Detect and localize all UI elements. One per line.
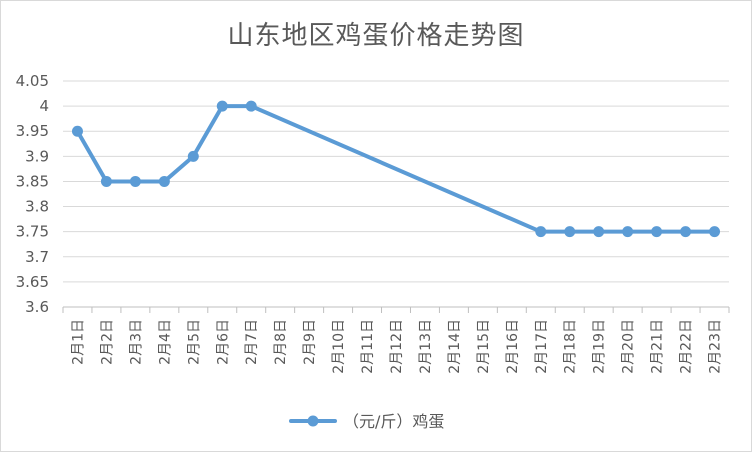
x-tick-label: 2月22日 xyxy=(679,319,695,374)
y-tick-label: 3.7 xyxy=(25,248,49,266)
x-tick-label: 2月11日 xyxy=(360,319,376,374)
data-point xyxy=(651,226,663,238)
x-tick-label: 2月20日 xyxy=(621,319,637,374)
x-tick-label: 2月18日 xyxy=(563,319,579,374)
chart-title: 山东地区鸡蛋价格走势图 xyxy=(227,21,525,51)
data-point xyxy=(71,125,83,137)
legend-marker xyxy=(307,415,319,427)
data-point xyxy=(680,226,692,238)
x-tick-label: 2月15日 xyxy=(476,319,492,374)
x-tick-label: 2月19日 xyxy=(592,319,608,374)
data-point xyxy=(709,226,721,238)
y-tick-label: 3.6 xyxy=(25,298,49,316)
legend-label: （元/斤）鸡蛋 xyxy=(343,412,444,431)
data-point xyxy=(593,226,605,238)
x-tick-label: 2月7日 xyxy=(244,319,260,365)
x-tick-label: 2月6日 xyxy=(215,319,231,365)
data-point xyxy=(245,100,257,112)
x-tick-label: 2月13日 xyxy=(418,319,434,374)
series-line xyxy=(75,104,717,234)
x-tick-label: 2月14日 xyxy=(447,319,463,374)
data-point xyxy=(622,226,634,238)
x-tick-label: 2月4日 xyxy=(157,319,173,365)
y-tick-label: 3.8 xyxy=(25,198,49,216)
data-point xyxy=(535,226,547,238)
data-point xyxy=(129,175,141,187)
data-point xyxy=(100,175,112,187)
data-point xyxy=(187,150,199,162)
x-tick-label: 2月1日 xyxy=(70,319,86,365)
y-tick-label: 3.85 xyxy=(16,172,49,190)
y-tick-label: 4.05 xyxy=(16,72,49,90)
x-tick-label: 2月5日 xyxy=(186,319,202,365)
x-tick-label: 2月10日 xyxy=(331,319,347,374)
data-point xyxy=(158,175,170,187)
x-tick-label: 2月9日 xyxy=(302,319,318,365)
data-point xyxy=(216,100,228,112)
y-tick-label: 4 xyxy=(39,97,49,115)
x-tick-label: 2月3日 xyxy=(128,319,144,365)
x-tick-label: 2月16日 xyxy=(505,319,521,374)
x-tick-label: 2月21日 xyxy=(650,319,666,374)
y-tick-label: 3.9 xyxy=(25,147,49,165)
x-tick-label: 2月17日 xyxy=(534,319,550,374)
x-tick-label: 2月8日 xyxy=(273,319,289,365)
x-tick-label: 2月2日 xyxy=(99,319,115,365)
y-tick-label: 3.65 xyxy=(16,273,49,291)
data-point xyxy=(564,226,576,238)
y-tick-label: 3.95 xyxy=(16,122,49,140)
x-tick-label: 2月23日 xyxy=(708,319,724,374)
y-tick-label: 3.75 xyxy=(16,223,49,241)
x-tick-label: 2月12日 xyxy=(389,319,405,374)
